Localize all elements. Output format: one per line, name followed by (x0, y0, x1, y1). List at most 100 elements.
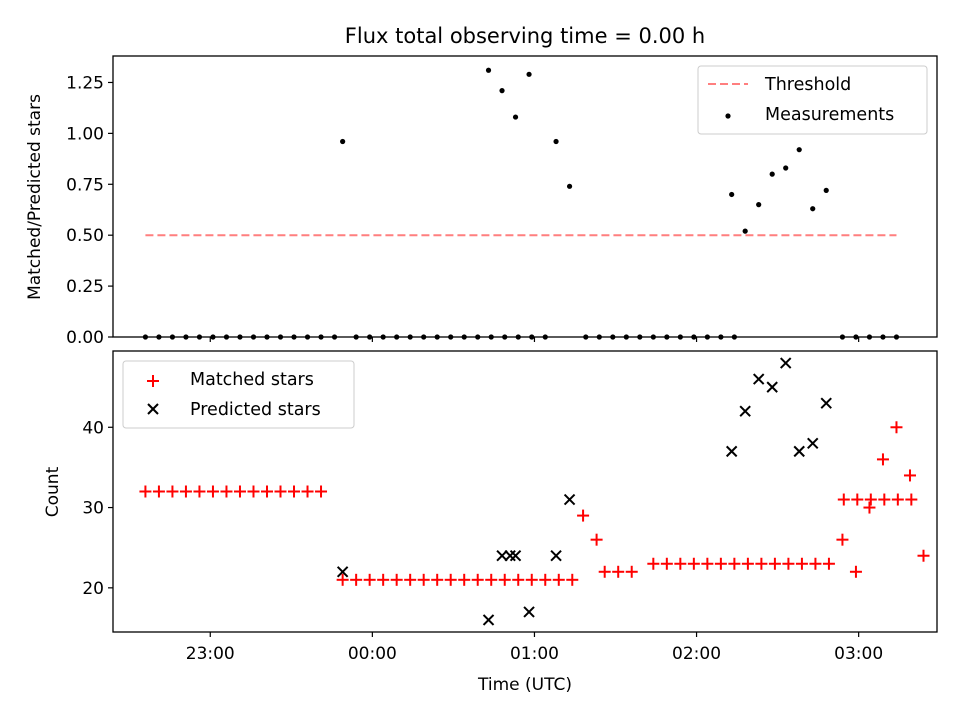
predicted-point (482, 614, 495, 626)
legend-predicted-label: Predicted stars (190, 400, 321, 420)
predicted-point (725, 445, 738, 458)
y-tick-label: 0.50 (66, 226, 104, 246)
matched-point (890, 421, 903, 434)
matched-point (166, 485, 179, 498)
matched-point (288, 485, 301, 498)
predicted-point (766, 381, 778, 393)
predicted-point (780, 357, 792, 369)
measurement-point (756, 202, 762, 208)
matched-point (390, 573, 403, 586)
x-axis-label: Time (UTC) (477, 675, 572, 695)
top-panel: 0.00 0.25 0.50 0.75 1.00 1.25 Matched/Predict… (25, 55, 938, 348)
measurement-point (553, 138, 559, 145)
matched-point (260, 485, 273, 498)
x-tick-label: 03:00 (834, 644, 883, 664)
predicted-point (739, 405, 751, 417)
matched-point (822, 557, 835, 570)
matched-point (903, 469, 916, 482)
matched-point (876, 453, 889, 466)
top-legend-box (697, 65, 928, 135)
matched-point (301, 485, 314, 498)
top-y-axis-label: Matched/Predicted stars (25, 94, 45, 300)
bottom-x-ticks: 23:00 00:00 01:00 02:00 03:00 (186, 632, 883, 664)
matched-point (539, 573, 552, 586)
legend-threshold-label: Threshold (764, 75, 851, 95)
legend-matched-label: Matched stars (190, 370, 314, 390)
matched-point (152, 485, 165, 498)
matched-point (139, 485, 152, 498)
matched-point (220, 485, 233, 498)
matched-point (768, 557, 781, 570)
matched-point (917, 549, 930, 562)
predicted-point (509, 550, 522, 562)
matched-point (864, 493, 877, 506)
matched-point (660, 557, 673, 570)
matched-point (498, 573, 511, 586)
matched-point (701, 557, 714, 570)
matched-point (809, 557, 822, 570)
matched-point (431, 573, 444, 586)
predicted-point (563, 493, 576, 506)
measurement-point (783, 165, 789, 171)
matched-point (878, 493, 891, 506)
measurement-point (742, 228, 748, 234)
bottom-y-axis-label: Count (43, 466, 63, 517)
y-tick-label: 1.00 (66, 124, 104, 144)
matched-point (179, 485, 192, 498)
matched-point (458, 573, 471, 586)
measurement-point (566, 183, 573, 189)
chart-title: Flux total observing time = 0.00 h (345, 24, 705, 48)
matched-point (590, 533, 603, 546)
legend-matched-swatch (147, 375, 159, 387)
matched-point (625, 565, 638, 578)
matched-point (274, 485, 287, 498)
bottom-marks (139, 357, 930, 626)
matched-point (782, 557, 795, 570)
matched-point (350, 573, 363, 586)
measurement-point (340, 138, 346, 145)
matched-point (598, 565, 611, 578)
predicted-point (336, 566, 349, 578)
matched-point (552, 573, 565, 586)
x-tick-label: 23:00 (186, 644, 235, 664)
y-tick-label: 30 (82, 499, 104, 519)
y-tick-label: 0.75 (66, 175, 104, 195)
matched-point (849, 565, 862, 578)
top-legend: Threshold Measurements (697, 65, 928, 135)
x-tick-label: 00:00 (348, 644, 397, 664)
predicted-point (752, 373, 765, 385)
bottom-plot-frame (112, 350, 938, 633)
top-y-ticks: 0.00 0.25 0.50 0.75 1.00 1.25 (66, 73, 113, 348)
measurement-point (512, 114, 519, 120)
predicted-point (523, 606, 535, 618)
top-x-ticks (209, 337, 860, 342)
matched-point (566, 573, 579, 586)
predicted-point (793, 445, 805, 458)
matched-point (837, 493, 850, 506)
matched-point (728, 557, 741, 570)
matched-point (891, 493, 904, 506)
predicted-point (807, 437, 819, 450)
legend-predicted-swatch (147, 403, 159, 415)
bottom-legend-box (122, 360, 355, 429)
matched-point (612, 565, 625, 578)
bottom-y-ticks: 20 30 40 (82, 418, 113, 599)
measurement-point (769, 171, 775, 177)
y-tick-label: 0.00 (66, 328, 104, 348)
matched-point (851, 493, 864, 506)
matched-point (471, 573, 484, 586)
matched-point (714, 557, 727, 570)
measurement-point (526, 71, 532, 77)
matched-point (363, 573, 376, 586)
y-tick-label: 0.25 (66, 277, 104, 297)
matched-point (647, 557, 660, 570)
matched-point (233, 485, 246, 498)
y-tick-label: 40 (82, 418, 104, 438)
matched-point (336, 573, 349, 586)
matched-point (836, 533, 849, 546)
matched-point (247, 485, 260, 498)
x-tick-label: 02:00 (672, 644, 721, 664)
measurement-point (729, 191, 735, 198)
matched-point (377, 573, 390, 586)
matched-point (525, 573, 538, 586)
